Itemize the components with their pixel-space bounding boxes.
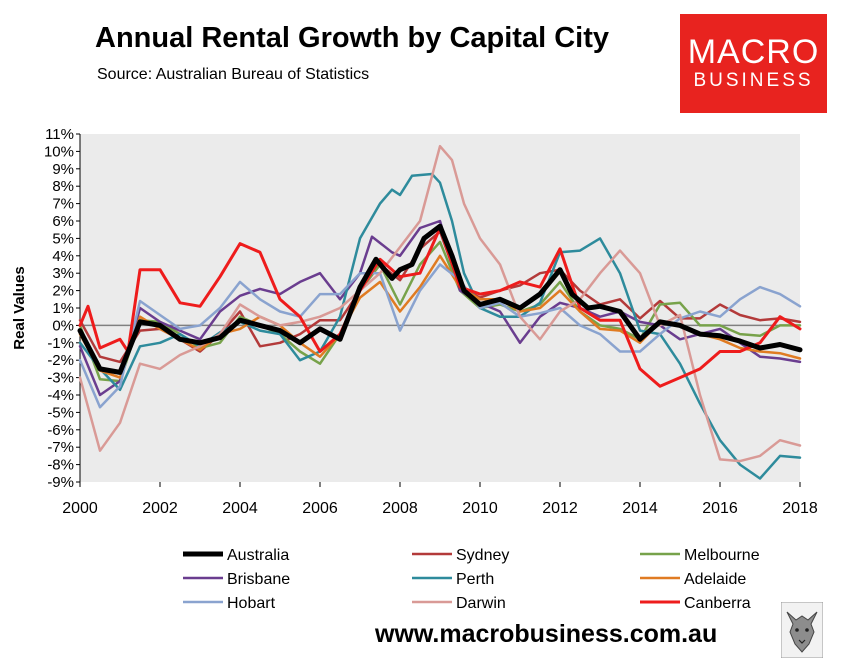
y-tick-label: 7% bbox=[52, 196, 74, 213]
y-tick-label: 6% bbox=[52, 213, 74, 230]
y-tick-label: -3% bbox=[47, 370, 74, 387]
x-tick-label: 2006 bbox=[302, 500, 338, 517]
y-tick-label: 11% bbox=[45, 126, 74, 143]
x-tick-label: 2002 bbox=[142, 500, 178, 517]
y-tick-label: 8% bbox=[52, 178, 74, 195]
x-tick-label: 2004 bbox=[222, 500, 258, 517]
y-tick-label: 5% bbox=[52, 230, 74, 247]
y-tick-label: 0% bbox=[52, 317, 74, 334]
series-line-australia bbox=[77, 223, 803, 375]
y-tick-label: 1% bbox=[52, 300, 74, 317]
legend-label-adelaide: Adelaide bbox=[684, 571, 746, 588]
y-tick-label: 10% bbox=[44, 143, 74, 160]
macro-business-logo[interactable]: MACRO BUSINESS bbox=[680, 14, 827, 113]
y-tick-label: -5% bbox=[47, 404, 74, 421]
x-tick-label: 2000 bbox=[62, 500, 98, 517]
y-tick-label: -7% bbox=[47, 439, 74, 456]
series-line-melbourne bbox=[78, 240, 802, 383]
legend-label-brisbane: Brisbane bbox=[227, 571, 290, 588]
y-tick-label: -1% bbox=[47, 335, 74, 352]
legend-label-hobart: Hobart bbox=[227, 595, 276, 612]
y-tick-label: 9% bbox=[52, 161, 74, 178]
y-tick-label: 4% bbox=[52, 248, 74, 265]
plot-area bbox=[80, 134, 800, 482]
series-line-brisbane bbox=[78, 219, 802, 397]
logo-line-macro: MACRO bbox=[687, 33, 820, 71]
y-tick-label: -8% bbox=[47, 457, 74, 474]
x-tick-label: 2008 bbox=[382, 500, 418, 517]
series-line-canberra bbox=[78, 226, 802, 388]
legend-label-canberra: Canberra bbox=[684, 595, 751, 612]
legend-label-australia: Australia bbox=[227, 547, 289, 564]
wolf-icon bbox=[781, 602, 823, 658]
y-tick-label: -9% bbox=[47, 474, 74, 491]
logo-line-business: BUSINESS bbox=[693, 70, 814, 91]
x-tick-label: 2016 bbox=[702, 500, 738, 517]
chart-title: Annual Rental Growth by Capital City bbox=[95, 22, 609, 54]
legend-label-darwin: Darwin bbox=[456, 595, 506, 612]
x-tick-label: 2010 bbox=[462, 500, 498, 517]
legend-label-sydney: Sydney bbox=[456, 547, 509, 564]
x-tick-label: 2012 bbox=[542, 500, 578, 517]
footer-url[interactable]: www.macrobusiness.com.au bbox=[375, 620, 718, 648]
y-tick-label: -6% bbox=[47, 422, 74, 439]
y-tick-label: -4% bbox=[47, 387, 74, 404]
y-tick-label: 3% bbox=[52, 265, 74, 282]
legend-label-perth: Perth bbox=[456, 571, 494, 588]
y-axis-label: Real Values bbox=[11, 266, 28, 349]
y-tick-label: 2% bbox=[52, 283, 74, 300]
x-tick-label: 2014 bbox=[622, 500, 658, 517]
x-tick-label: 2018 bbox=[782, 500, 818, 517]
legend-label-melbourne: Melbourne bbox=[684, 547, 760, 564]
y-tick-label: -2% bbox=[47, 352, 74, 369]
chart-subtitle: Source: Australian Bureau of Statistics bbox=[97, 66, 370, 83]
